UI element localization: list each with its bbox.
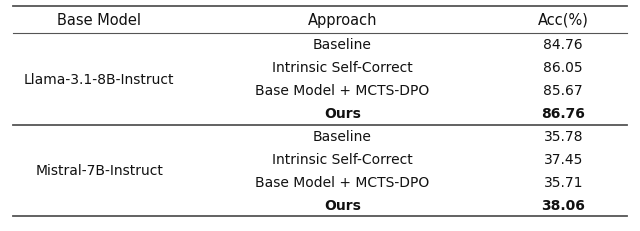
Text: Mistral-7B-Instruct: Mistral-7B-Instruct bbox=[35, 164, 163, 178]
Text: Intrinsic Self-Correct: Intrinsic Self-Correct bbox=[272, 61, 413, 75]
Text: Base Model: Base Model bbox=[57, 13, 141, 28]
Text: 35.71: 35.71 bbox=[543, 175, 583, 189]
Text: 35.78: 35.78 bbox=[543, 129, 583, 143]
Text: Intrinsic Self-Correct: Intrinsic Self-Correct bbox=[272, 152, 413, 166]
Text: Llama-3.1-8B-Instruct: Llama-3.1-8B-Instruct bbox=[24, 72, 175, 86]
Text: Base Model + MCTS-DPO: Base Model + MCTS-DPO bbox=[255, 175, 429, 189]
Text: 86.76: 86.76 bbox=[541, 106, 585, 121]
Text: Approach: Approach bbox=[308, 13, 377, 28]
Text: Baseline: Baseline bbox=[313, 38, 372, 52]
Text: 38.06: 38.06 bbox=[541, 198, 585, 212]
Text: 37.45: 37.45 bbox=[543, 152, 583, 166]
Text: Acc(%): Acc(%) bbox=[538, 13, 589, 28]
Text: Ours: Ours bbox=[324, 106, 361, 121]
Text: Baseline: Baseline bbox=[313, 129, 372, 143]
Text: 85.67: 85.67 bbox=[543, 84, 583, 98]
Text: Base Model + MCTS-DPO: Base Model + MCTS-DPO bbox=[255, 84, 429, 98]
Text: 86.05: 86.05 bbox=[543, 61, 583, 75]
Text: 84.76: 84.76 bbox=[543, 38, 583, 52]
Text: Ours: Ours bbox=[324, 198, 361, 212]
